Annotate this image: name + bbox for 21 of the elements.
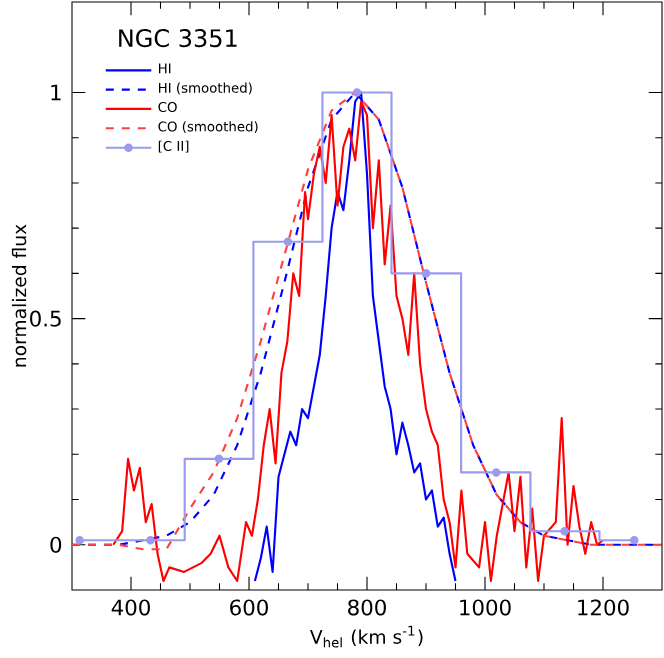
point: [560, 526, 569, 536]
x-tick-label: 400: [111, 599, 150, 616]
y-axis-title: normalized flux: [11, 224, 27, 367]
point: [421, 269, 431, 278]
point: [630, 535, 639, 545]
x-tick-label: 800: [348, 599, 386, 616]
y-tick-label: 0.5: [30, 310, 61, 327]
y-tick-label: 1: [51, 84, 61, 101]
point: [214, 454, 224, 464]
text: NGC 3351: [119, 29, 237, 48]
x-axis-title: V$_{hel}$ (km s$^{-1}$): [310, 625, 423, 648]
y-tick-label: 0: [50, 536, 62, 553]
x-tick-label: 1200: [578, 599, 629, 616]
point: [146, 535, 155, 545]
line-series: [112, 100, 605, 583]
point: [283, 237, 293, 246]
point: [491, 468, 501, 477]
point: [352, 88, 362, 97]
point: [75, 535, 84, 545]
x-tick-label: 1000: [460, 599, 511, 616]
x-tick-label: 600: [230, 599, 268, 616]
